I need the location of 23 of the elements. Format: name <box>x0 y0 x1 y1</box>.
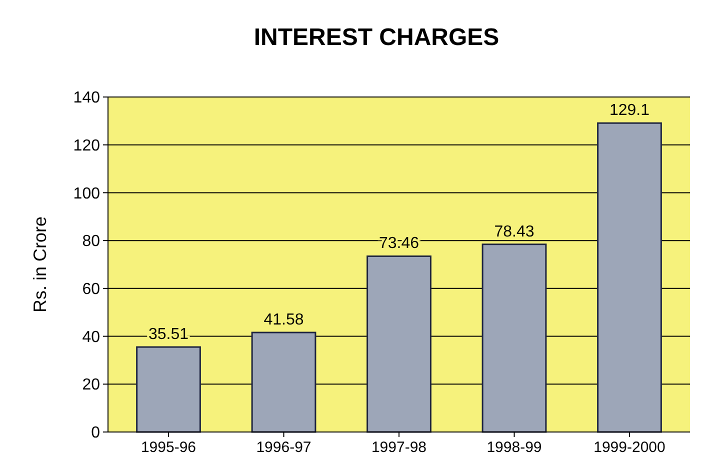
bar <box>366 255 432 433</box>
y-tick-label: 120 <box>73 137 100 154</box>
bar <box>251 332 316 433</box>
x-tick-label: 1995-96 <box>140 439 196 456</box>
bar <box>482 244 547 433</box>
y-tick-label: 100 <box>73 185 100 202</box>
x-tick-label: 1997-98 <box>371 439 427 456</box>
y-tick-label: 40 <box>82 328 100 346</box>
bar <box>136 346 201 433</box>
y-tick-label: 140 <box>73 90 100 107</box>
y-tick-label: 80 <box>82 233 100 250</box>
x-tick-label: 1996-97 <box>256 439 312 456</box>
y-tick-label: 60 <box>82 281 100 298</box>
data-label: 41.58 <box>264 312 304 329</box>
y-axis-title: Rs. in Crore <box>30 216 50 313</box>
bar <box>597 122 662 433</box>
y-tick-label: 0 <box>91 424 100 442</box>
x-tick-label: 1999-2000 <box>594 439 666 456</box>
x-tick-label: 1998-99 <box>486 439 542 456</box>
y-tick-label: 20 <box>82 376 100 394</box>
data-label: 129.1 <box>609 102 650 120</box>
data-label: 78.43 <box>494 223 534 240</box>
chart-title: INTEREST CHARGES <box>254 24 500 51</box>
